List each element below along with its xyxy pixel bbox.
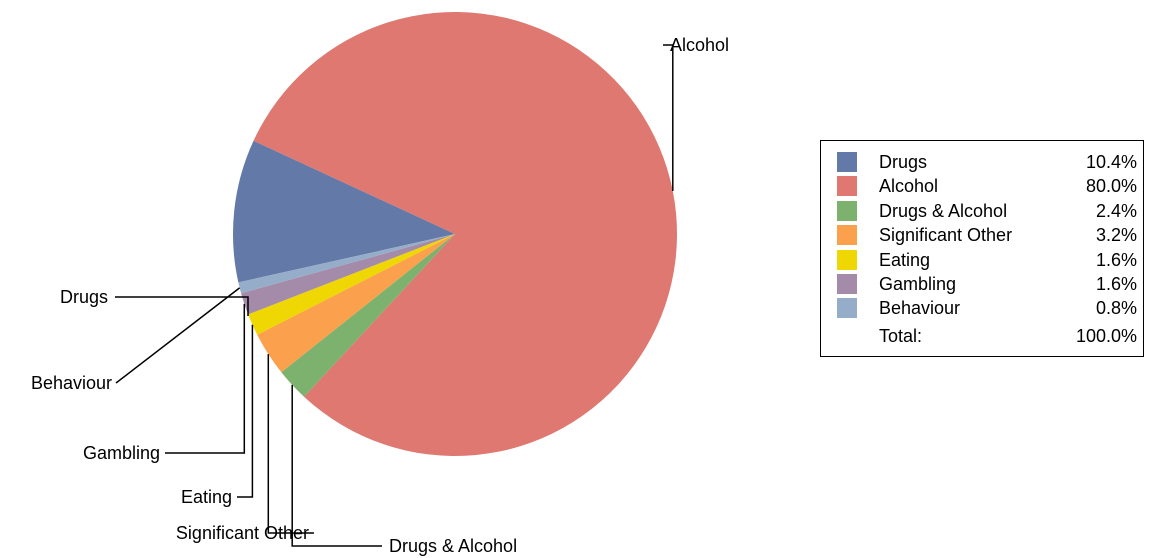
- legend-label: Behaviour: [879, 298, 961, 319]
- legend-swatch: [837, 176, 857, 197]
- slice-label-significant-other: Significant Other: [176, 523, 309, 543]
- legend-item-drugs-and-alcohol: Drugs & Alcohol 2.4%: [837, 199, 1137, 223]
- slice-label-drugs: Drugs: [60, 287, 108, 307]
- pie-slice-alcohol: [253, 11, 678, 456]
- slice-label-eating: Eating: [181, 487, 232, 507]
- pie-slice-eating: [248, 234, 455, 335]
- legend-total-value: 100.0%: [1075, 325, 1137, 346]
- pie-slice-behaviour: [238, 234, 455, 294]
- legend-total-label: Total:: [879, 325, 923, 346]
- legend-swatch: [837, 200, 857, 221]
- legend-value: 10.4%: [1085, 152, 1137, 172]
- pie-slice-drugs-and-alcohol: [281, 234, 455, 397]
- legend-swatch: [837, 298, 857, 319]
- leader-line-alcohol: [663, 44, 674, 191]
- legend-value: 1.6%: [1095, 249, 1137, 270]
- legend-value: 80.0%: [1085, 176, 1137, 197]
- slice-label-alcohol: Alcohol: [670, 35, 729, 55]
- legend-label: Eating: [879, 249, 931, 270]
- pie-slice-significant-other: [257, 234, 455, 373]
- legend-label: Drugs & Alcohol: [879, 200, 1008, 221]
- slice-label-drugs-and-alcohol: Drugs & Alcohol: [389, 536, 517, 556]
- slice-label-gambling: Gambling: [83, 443, 160, 463]
- legend-total-row: Total: 100.0%: [837, 324, 1137, 348]
- legend-item-behaviour: Behaviour 0.8%: [837, 296, 1137, 320]
- leader-line-significant-other: [267, 354, 314, 534]
- legend-swatch: [837, 225, 857, 246]
- leader-line-drugs: [115, 296, 249, 316]
- leader-line-behaviour: [115, 287, 241, 384]
- legend-value: 1.6%: [1095, 274, 1137, 294]
- legend-item-gambling: Gambling 1.6%: [837, 272, 1137, 296]
- leader-line-drugs-and-alcohol: [291, 384, 382, 547]
- legend: Drugs 10.4% Alcohol 80.0% Drugs & Alcohol 2.4…: [820, 140, 1144, 357]
- pie-slice-drugs: [233, 140, 455, 283]
- pie-slice-gambling: [241, 234, 455, 315]
- legend-item-eating: Eating 1.6%: [837, 248, 1137, 272]
- legend-value: 3.2%: [1095, 225, 1137, 246]
- legend-label: Significant Other: [879, 225, 1013, 246]
- legend-value: 2.4%: [1095, 200, 1137, 221]
- leader-line-gambling: [165, 303, 246, 454]
- slice-label-behaviour: Behaviour: [31, 373, 112, 393]
- legend-swatch: [837, 249, 857, 270]
- legend-item-significant-other: Significant Other 3.2%: [837, 223, 1137, 247]
- legend-swatch: [837, 152, 857, 172]
- legend-label: Drugs: [879, 152, 928, 172]
- legend-item-drugs: Drugs 10.4%: [837, 150, 1137, 174]
- leader-line-eating: [237, 324, 254, 498]
- legend-swatch: [837, 274, 857, 294]
- legend-value: 0.8%: [1095, 298, 1137, 319]
- legend-item-alcohol: Alcohol 80.0%: [837, 174, 1137, 198]
- pie-slices: [233, 11, 678, 456]
- legend-label: Alcohol: [879, 176, 939, 197]
- legend-label: Gambling: [879, 274, 957, 294]
- pie-callouts: Drugs Alcohol Drugs & Alcohol Significant O…: [31, 35, 729, 556]
